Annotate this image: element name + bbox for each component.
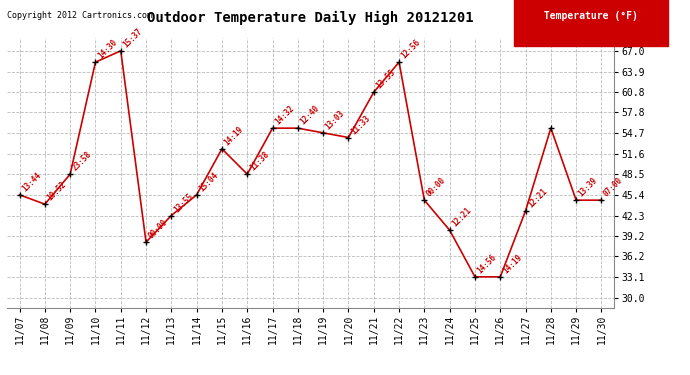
Text: 13:44: 13:44 [20,171,43,194]
Text: 13:55: 13:55 [375,68,397,91]
Text: 14:30: 14:30 [96,38,119,61]
Text: 07:00: 07:00 [602,176,624,199]
Text: 13:03: 13:03 [324,109,346,132]
Text: 00:00: 00:00 [147,218,169,241]
Text: 13:39: 13:39 [577,176,600,199]
Text: 14:32: 14:32 [273,104,296,127]
Text: 12:21: 12:21 [526,187,549,210]
Text: 12:40: 12:40 [299,104,321,127]
Text: 13:55: 13:55 [172,191,195,214]
Text: 14:19: 14:19 [501,253,524,276]
Text: 11:33: 11:33 [349,113,372,136]
Text: 10:52: 10:52 [46,180,68,203]
Text: Outdoor Temperature Daily High 20121201: Outdoor Temperature Daily High 20121201 [147,11,474,26]
Text: 14:19: 14:19 [223,125,245,147]
Text: 15:37: 15:37 [121,27,144,50]
Text: 14:56: 14:56 [475,253,498,276]
Text: 12:56: 12:56 [400,38,422,61]
Text: Copyright 2012 Cartronics.com: Copyright 2012 Cartronics.com [7,11,152,20]
Text: Temperature (°F): Temperature (°F) [538,11,644,21]
Text: 15:04: 15:04 [197,171,220,194]
Text: 23:58: 23:58 [71,150,93,173]
Text: 12:21: 12:21 [451,206,473,229]
Text: 00:00: 00:00 [425,176,448,199]
Text: 11:38: 11:38 [248,150,270,173]
